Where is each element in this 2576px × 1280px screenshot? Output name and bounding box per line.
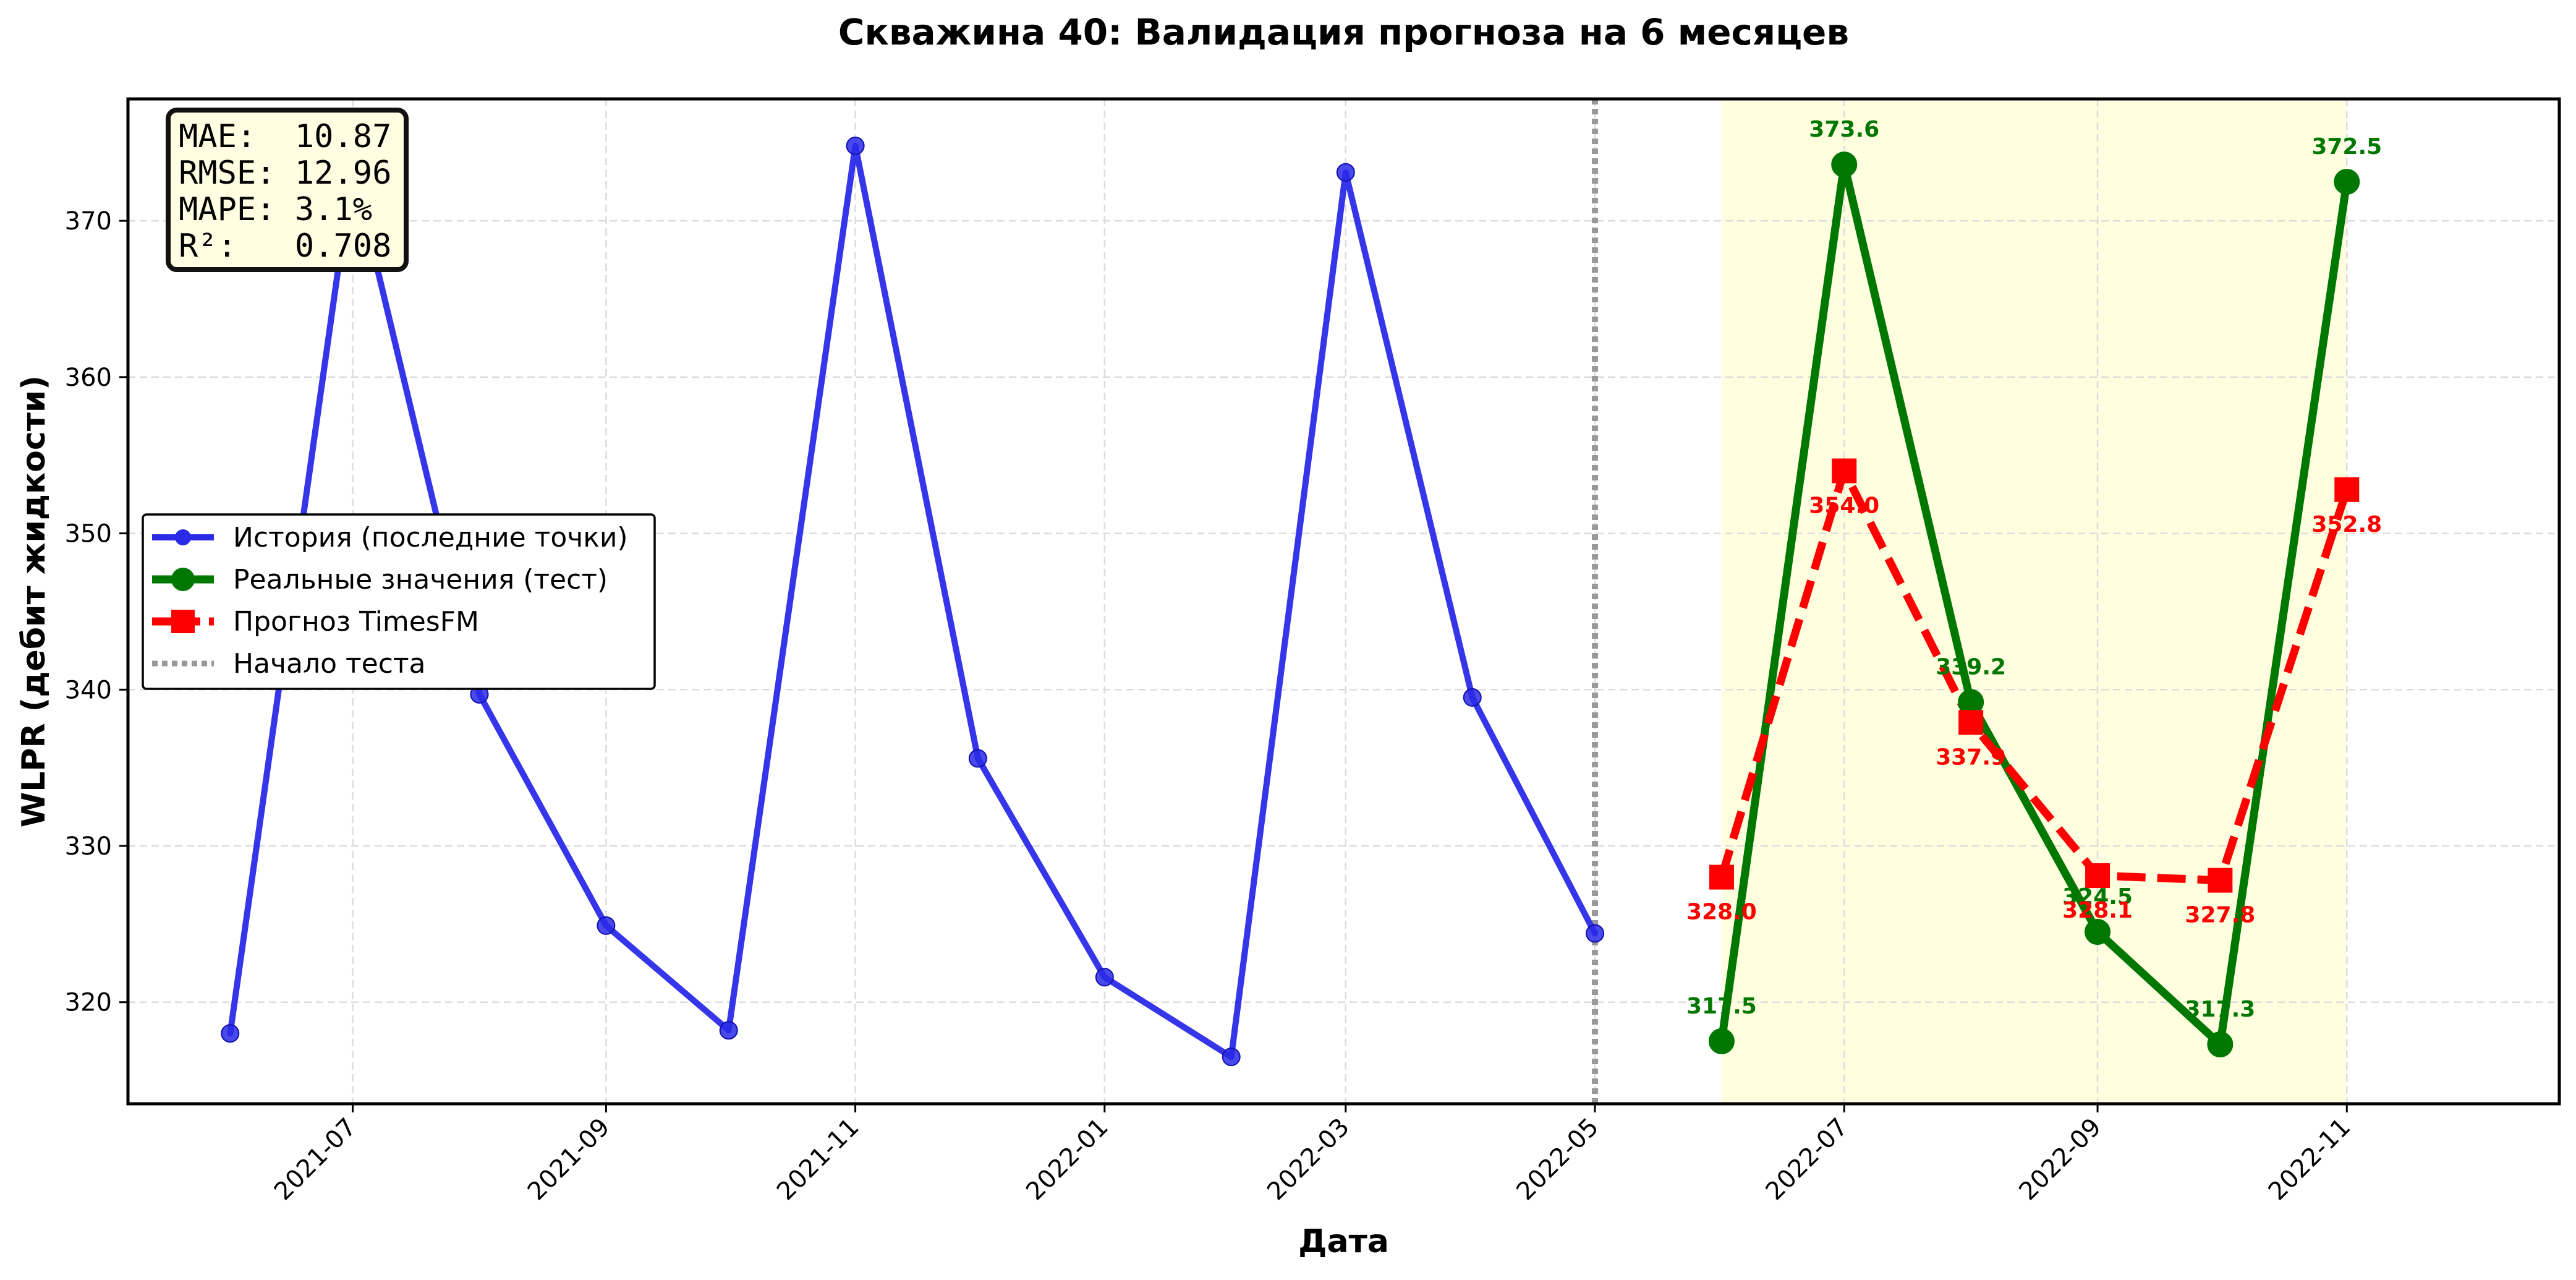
x-tick-label: 2021-09: [522, 1113, 616, 1206]
history-point: [221, 1024, 240, 1043]
data-label: 372.5: [2311, 134, 2382, 160]
metrics-box: [166, 108, 409, 272]
actual-point: [2207, 1031, 2234, 1057]
history-point: [1463, 688, 1482, 707]
history-point: [1336, 163, 1355, 182]
y-axis-label: WLPR (дебит жидкости): [15, 375, 53, 827]
forecast-point: [2208, 868, 2233, 893]
forecast-point: [2085, 863, 2111, 889]
data-label: 337.9: [1936, 745, 2006, 770]
forecast-point: [1709, 864, 1734, 890]
actual-point: [1831, 151, 1858, 178]
forecast-point: [1832, 458, 1857, 484]
data-label: 324.5: [2062, 884, 2133, 910]
series-line-2: [1717, 467, 2351, 885]
legend-marker: [171, 568, 195, 591]
history-point: [1222, 1047, 1241, 1067]
y-tick-label: 350: [65, 520, 112, 548]
y-tick-label: 370: [65, 207, 112, 236]
legend-label: Реальные значения (тест): [233, 564, 608, 595]
y-tick-label: 320: [65, 989, 112, 1017]
data-label: 328.1: [2062, 898, 2133, 923]
history-point: [1586, 924, 1605, 943]
data-label: 373.6: [1809, 117, 1879, 142]
actual-point: [2334, 168, 2360, 195]
metric-line: RMSE: 12.96: [179, 155, 391, 192]
x-axis-label: Дата: [1298, 1223, 1389, 1260]
metric-line: MAPE: 3.1%: [179, 191, 372, 228]
forecast-point: [2334, 477, 2360, 502]
data-label: 352.8: [2311, 512, 2382, 537]
x-tick-label: 2021-07: [269, 1113, 362, 1206]
actual-point: [2085, 919, 2111, 945]
actual-point: [1708, 1028, 1735, 1054]
metric-line: R²: 0.708: [179, 228, 391, 265]
data-label: 317.3: [2185, 997, 2255, 1022]
legend-marker: [175, 529, 191, 545]
x-tick-label: 2022-09: [2013, 1113, 2107, 1206]
legend-marker: [171, 610, 195, 633]
legend-label: Прогноз TimesFM: [233, 606, 479, 638]
x-tick-label: 2021-11: [772, 1113, 865, 1206]
x-tick-label: 2022-01: [1021, 1113, 1114, 1206]
history-point: [846, 136, 865, 155]
data-label: 317.5: [1686, 994, 1757, 1019]
y-tick-label: 330: [65, 832, 112, 861]
history-point: [719, 1021, 738, 1040]
legend-label: Начало теста: [233, 648, 426, 680]
series-line-1: [1717, 160, 2351, 1049]
plot-frame: [126, 97, 2561, 1106]
legend-label: История (последние точки): [233, 522, 628, 553]
x-tick-label: 2022-05: [1511, 1113, 1604, 1206]
y-tick-label: 340: [65, 676, 112, 704]
data-label: 327.8: [2185, 903, 2255, 928]
chart-title: Скважина 40: Валидация прогноза на 6 мес…: [838, 11, 1849, 53]
history-point: [968, 749, 987, 768]
history-point: [597, 916, 616, 935]
forecast-point: [1958, 710, 1984, 735]
x-tick-label: 2022-11: [2263, 1113, 2357, 1206]
data-label: 339.2: [1936, 655, 2006, 680]
metric-line: MAE: 10.87: [179, 118, 391, 155]
y-tick-label: 360: [65, 364, 112, 392]
test-period-band: [1721, 99, 2347, 1104]
x-tick-label: 2022-03: [1262, 1113, 1355, 1206]
data-label: 354.0: [1809, 493, 1879, 518]
history-point: [1095, 968, 1114, 987]
x-tick-label: 2022-07: [1761, 1113, 1854, 1206]
legend-box: [142, 513, 656, 690]
data-label: 328.0: [1686, 900, 1757, 925]
